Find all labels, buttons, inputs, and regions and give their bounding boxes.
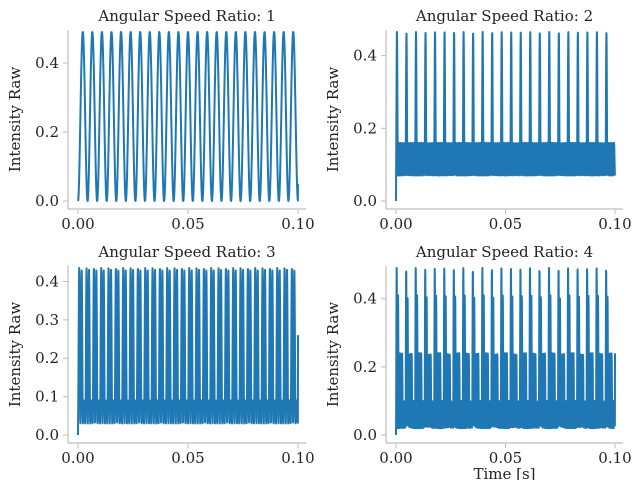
subplot-title: Angular Speed Ratio: 1 [97,7,275,25]
y-axis-label: Intensity Raw [324,67,342,172]
y-tick-label: 0.0 [35,192,59,210]
subplot-title: Angular Speed Ratio: 3 [97,243,275,261]
y-tick-label: 0.3 [35,311,59,329]
x-tick-label: 0.05 [171,449,204,467]
plot-area [395,31,616,202]
subplot-ratio-2: Angular Speed Ratio: 2 Intensity Raw 0.0… [324,7,632,233]
subplot-title: Angular Speed Ratio: 4 [415,243,593,261]
y-tick-label: 0.2 [353,119,377,137]
axes [385,266,623,444]
axes [67,30,306,210]
y-tick-label: 0.4 [353,47,377,65]
tick-group: 0.00 0.05 0.10 0.0 0.1 0.2 0.3 0.4 [35,272,315,467]
tick-group: 0.00 0.05 0.10 0.0 0.2 0.4 [353,47,632,233]
tick-group: 0.00 0.05 0.10 0.0 0.2 0.4 [35,54,315,233]
series-line [77,31,299,202]
x-tick-label: 0.00 [61,449,94,467]
x-tick-label: 0.00 [61,215,94,233]
x-tick-label: 0.05 [489,449,522,467]
series-line [77,267,299,436]
y-tick-label: 0.0 [353,426,377,444]
x-tick-label: 0.05 [489,215,522,233]
x-tick-label: 0.00 [379,449,412,467]
x-tick-label: 0.05 [171,215,204,233]
y-tick-label: 0.4 [35,54,59,72]
x-tick-label: 0.10 [281,215,314,233]
x-tick-label: 0.10 [281,449,314,467]
subplot-ratio-3: Angular Speed Ratio: 3 Intensity Raw 0.0… [6,243,315,467]
y-tick-label: 0.2 [35,349,59,367]
x-tick-label: 0.10 [598,449,631,467]
subplot-ratio-1: Angular Speed Ratio: 1 Intensity Raw 0.0… [6,7,315,233]
axes [67,266,306,444]
plot-area [77,31,299,202]
y-tick-label: 0.4 [353,290,377,308]
y-tick-label: 0.0 [35,426,59,444]
plot-area [395,267,616,436]
y-tick-label: 0.1 [35,388,59,406]
subplot-ratio-4: Angular Speed Ratio: 4 Intensity Raw Tim… [324,243,632,480]
tick-group: 0.00 0.05 0.10 0.0 0.2 0.4 [353,290,632,467]
y-tick-label: 0.0 [353,192,377,210]
subplot-title: Angular Speed Ratio: 2 [415,7,593,25]
y-tick-label: 0.2 [353,358,377,376]
y-axis-label: Intensity Raw [6,302,24,407]
x-tick-label: 0.00 [379,215,412,233]
axes [385,30,623,210]
x-axis-label: Time [s] [473,465,535,480]
series-line [395,31,616,202]
plot-area [77,267,299,436]
y-axis-label: Intensity Raw [6,67,24,172]
series-line [395,267,616,436]
x-tick-label: 0.10 [598,215,631,233]
y-tick-label: 0.4 [35,272,59,290]
y-tick-label: 0.2 [35,123,59,141]
y-axis-label: Intensity Raw [324,302,342,407]
